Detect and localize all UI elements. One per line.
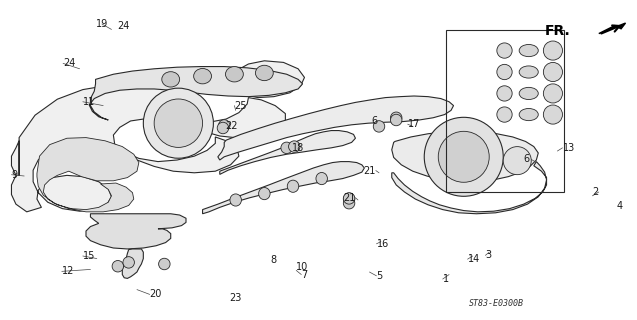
Ellipse shape (162, 72, 180, 87)
Text: 22: 22 (225, 121, 238, 132)
Polygon shape (392, 162, 547, 214)
Circle shape (123, 257, 134, 268)
Text: 4: 4 (617, 201, 623, 212)
Circle shape (497, 86, 512, 101)
Text: 8: 8 (271, 255, 277, 265)
Circle shape (343, 193, 355, 205)
Text: 9: 9 (11, 170, 18, 180)
Text: 13: 13 (562, 143, 575, 153)
Text: 24: 24 (63, 58, 75, 68)
Ellipse shape (194, 68, 211, 84)
Text: 2: 2 (592, 187, 599, 197)
Ellipse shape (255, 65, 273, 81)
Polygon shape (37, 138, 139, 212)
Circle shape (497, 107, 512, 122)
Text: 15: 15 (83, 251, 95, 261)
Circle shape (343, 193, 355, 204)
Text: 5: 5 (376, 271, 383, 281)
Text: 6: 6 (371, 116, 377, 126)
Ellipse shape (519, 87, 538, 100)
Circle shape (217, 122, 229, 134)
Polygon shape (122, 249, 143, 278)
Ellipse shape (519, 66, 538, 78)
Polygon shape (203, 162, 364, 214)
Circle shape (438, 131, 489, 182)
Polygon shape (392, 131, 538, 182)
Ellipse shape (230, 194, 241, 206)
Ellipse shape (519, 108, 538, 121)
Text: 23: 23 (229, 293, 241, 303)
Circle shape (112, 260, 124, 272)
Ellipse shape (259, 188, 270, 200)
Circle shape (289, 141, 300, 152)
Text: 16: 16 (376, 239, 389, 249)
Circle shape (159, 258, 170, 270)
Circle shape (390, 114, 402, 126)
Circle shape (543, 62, 562, 82)
Text: 7: 7 (301, 269, 308, 280)
Circle shape (143, 88, 213, 158)
Circle shape (390, 112, 402, 124)
Polygon shape (89, 67, 303, 120)
Text: 24: 24 (117, 21, 129, 31)
Text: 17: 17 (408, 119, 420, 129)
Text: 18: 18 (292, 142, 304, 153)
Ellipse shape (287, 180, 299, 192)
Bar (446, 30, 564, 192)
Circle shape (497, 64, 512, 80)
Polygon shape (86, 214, 186, 249)
Text: 20: 20 (150, 289, 162, 300)
Text: 3: 3 (485, 250, 492, 260)
Circle shape (373, 121, 385, 132)
Circle shape (343, 197, 355, 209)
Text: FR.: FR. (545, 24, 570, 38)
Circle shape (424, 117, 503, 196)
Polygon shape (220, 131, 355, 174)
Text: 11: 11 (83, 97, 95, 107)
Circle shape (218, 120, 230, 131)
Polygon shape (11, 61, 304, 212)
Circle shape (497, 43, 512, 58)
Ellipse shape (316, 172, 327, 185)
Text: 19: 19 (96, 19, 108, 29)
Text: 6: 6 (524, 154, 530, 164)
Text: 10: 10 (296, 262, 308, 272)
Circle shape (543, 41, 562, 60)
Text: 12: 12 (62, 266, 74, 276)
Text: 21: 21 (343, 193, 355, 203)
Text: 14: 14 (468, 254, 480, 264)
Circle shape (154, 99, 203, 148)
Text: 25: 25 (234, 100, 247, 111)
Circle shape (281, 142, 292, 154)
Text: ST83-E0300B: ST83-E0300B (469, 300, 524, 308)
Text: 21: 21 (364, 165, 376, 176)
Circle shape (543, 105, 562, 124)
Polygon shape (599, 23, 626, 34)
Circle shape (543, 84, 562, 103)
Text: 1: 1 (443, 274, 449, 284)
Polygon shape (218, 96, 454, 160)
Ellipse shape (225, 67, 243, 82)
Ellipse shape (519, 44, 538, 57)
Circle shape (503, 147, 531, 175)
